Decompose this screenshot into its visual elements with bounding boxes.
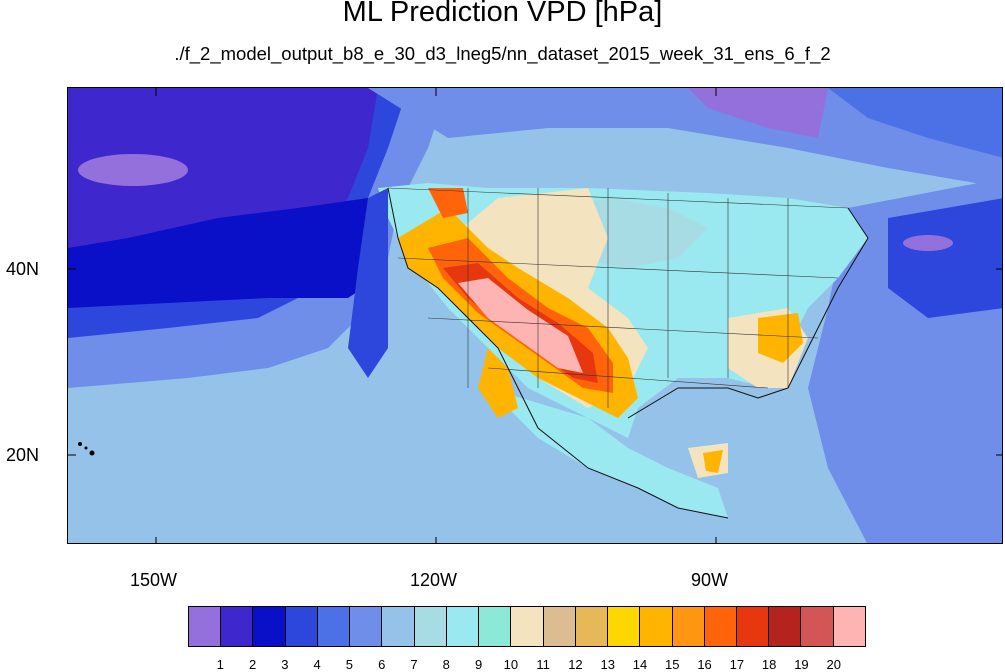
colorbar-swatch xyxy=(575,607,609,646)
lat-label-40n: 40N xyxy=(6,259,40,279)
colorbar-swatch xyxy=(479,607,512,646)
colorbar-tick-label: 12 xyxy=(568,657,583,672)
colorbar-swatch xyxy=(736,607,770,646)
colorbar-swatch xyxy=(317,607,351,646)
colorbar-swatch xyxy=(253,607,286,646)
colorbar-swatch xyxy=(285,607,318,646)
colorbar-tick-label: 3 xyxy=(281,657,289,672)
colorbar-swatch xyxy=(189,607,222,646)
colorbar-swatch xyxy=(511,607,544,646)
colorbar xyxy=(188,606,866,647)
colorbar-tick-label: 6 xyxy=(378,657,386,672)
colorbar-tick-label: 10 xyxy=(503,657,519,672)
colorbar-tick-label: 11 xyxy=(536,657,550,672)
map-plot-area xyxy=(67,87,1003,544)
lon-label-150w: 150W xyxy=(130,570,178,590)
colorbar-tick-label: 1 xyxy=(216,657,224,672)
colorbar-swatch xyxy=(833,607,865,646)
colorbar-tick-label: 18 xyxy=(761,657,777,672)
colorbar-tick-label: 9 xyxy=(474,657,483,672)
colorbar-tick-label: 13 xyxy=(600,657,615,672)
colorbar-swatch xyxy=(446,607,480,646)
colorbar-swatch xyxy=(801,607,834,646)
colorbar-swatch xyxy=(382,607,415,646)
lon-label-90w: 90W xyxy=(691,570,729,590)
map-subtitle: ./f_2_model_output_b8_e_30_d3_lneg5/nn_d… xyxy=(174,43,831,64)
map-title: ML Prediction VPD [hPa] xyxy=(342,0,663,28)
colorbar-tick-label: 20 xyxy=(826,657,841,672)
lon-label-120w: 120W xyxy=(410,570,458,590)
colorbar-swatch xyxy=(769,607,802,646)
lat-label-20n: 20N xyxy=(6,445,40,465)
colorbar-tick-label: 5 xyxy=(345,657,354,672)
colorbar-swatch xyxy=(543,607,576,646)
colorbar-swatch xyxy=(608,607,641,646)
colorbar-swatch xyxy=(640,607,673,646)
colorbar-tick-label: 15 xyxy=(665,657,680,672)
colorbar-swatch xyxy=(221,607,254,646)
colorbar-tick-label: 8 xyxy=(442,657,450,672)
colorbar-tick-label: 17 xyxy=(729,657,745,672)
colorbar-swatch xyxy=(704,607,737,646)
colorbar-tick-label: 19 xyxy=(794,657,809,672)
colorbar-swatch xyxy=(350,607,383,646)
colorbar-tick-label: 2 xyxy=(248,657,257,672)
colorbar-tick-label: 4 xyxy=(313,657,321,672)
colorbar-tick-label: 7 xyxy=(410,657,418,672)
colorbar-swatch xyxy=(414,607,447,646)
vpd-field-map xyxy=(68,88,1002,543)
colorbar-swatch xyxy=(672,607,705,646)
colorbar-tick-label: 14 xyxy=(632,657,648,672)
colorbar-tick-label: 16 xyxy=(697,657,712,672)
